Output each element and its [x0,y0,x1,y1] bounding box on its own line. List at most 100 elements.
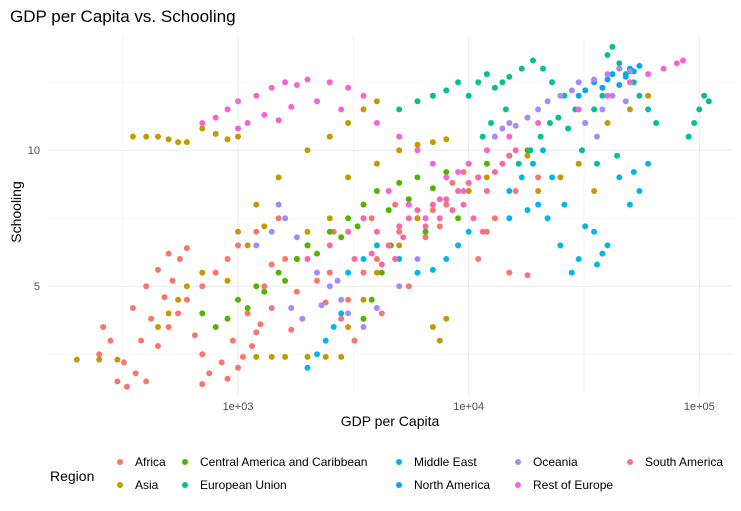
legend-item: Central America and Caribbean [182,455,367,469]
data-point [176,256,183,262]
data-point [465,188,472,194]
data-point [460,188,467,194]
data-point [175,310,182,317]
data-point [506,120,513,126]
data-point [506,215,513,222]
data-point [429,207,436,214]
data-point [465,160,472,167]
data-point [491,215,498,222]
series-rest-of-europe [199,57,686,222]
data-point [268,305,275,311]
data-point [385,188,392,194]
data-point [392,201,399,208]
x-tick-label: 1e+04 [453,401,484,413]
data-point [626,79,633,86]
data-point [636,62,643,69]
data-point [616,82,623,88]
data-point [199,269,206,276]
data-point [622,98,629,105]
data-point [212,114,219,121]
data-point [609,92,616,99]
data-point [314,250,320,257]
legend-item: South America [627,455,723,469]
data-point [385,207,392,214]
data-point [443,87,450,94]
data-point [614,152,621,159]
x-axis-title: GDP per Capita [341,413,440,429]
data-point [449,207,456,214]
data-point [314,277,320,284]
data-point [455,169,462,175]
data-point [575,160,582,167]
data-point [275,117,282,124]
legend-key [396,459,402,465]
y-tick-label: 10 [28,145,40,157]
data-point [546,120,553,126]
data-point [183,139,190,146]
data-point [373,160,380,167]
data-point [218,359,225,366]
data-point [360,92,367,99]
data-point [506,133,513,140]
data-point [268,84,275,91]
data-point [360,215,367,222]
data-point [235,125,241,132]
data-point [253,329,260,336]
data-point [235,133,241,140]
data-point [470,215,477,222]
data-point [465,179,472,186]
legend-key [515,459,521,465]
data-point [414,141,421,148]
legend-label: Asia [135,478,159,492]
data-point [293,256,300,262]
chart-title: GDP per Capita vs. Schooling [10,7,236,26]
data-point [696,106,703,113]
data-point [338,353,345,360]
x-tick-label: 1e+03 [223,401,254,413]
data-point [165,310,172,317]
data-point [540,147,546,154]
data-point [161,294,168,301]
y-axis-ticks: 5 10 [28,145,40,293]
data-point [360,201,367,208]
data-point [360,106,367,113]
data-point [396,147,403,154]
data-point [591,106,598,113]
data-point [565,125,572,132]
data-point [199,283,206,290]
data-point [506,152,513,159]
data-point [537,133,544,140]
data-point [455,188,462,194]
data-point [483,147,490,154]
legend-item: Africa [117,455,166,469]
legend-key [182,482,188,488]
data-point [253,92,260,99]
data-point [199,381,206,388]
data-point [518,65,525,72]
data-point [400,234,407,241]
data-point [304,353,311,360]
data-point [544,98,551,105]
data-point [396,256,403,262]
data-point [338,315,345,322]
data-point [129,133,136,140]
data-point [165,250,172,257]
data-point [338,234,345,241]
data-point [378,261,385,268]
data-point [253,228,260,235]
data-point [436,215,443,222]
data-point [524,152,531,159]
data-point [304,228,311,235]
data-point [235,98,241,105]
data-point [512,122,519,129]
data-point [155,324,161,330]
data-point [322,337,329,344]
data-point [604,242,611,249]
data-point [165,136,172,143]
data-point [443,256,450,262]
data-point [261,111,268,118]
data-point [132,370,139,377]
data-point [535,201,542,208]
data-point [345,296,352,303]
